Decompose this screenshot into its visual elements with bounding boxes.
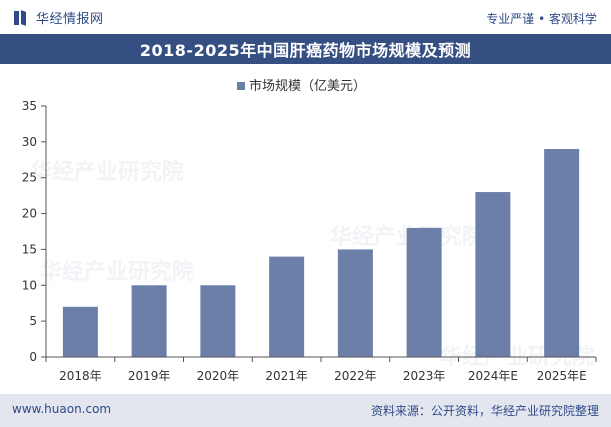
bar-2023年 [406, 227, 442, 357]
footer-url[interactable]: www.huaon.com [12, 402, 112, 416]
bar-2022年 [337, 249, 373, 357]
x-tick-label: 2025年E [537, 369, 587, 383]
chart-title: 2018-2025年中国肝癌药物市场规模及预测 [139, 41, 472, 60]
x-tick-label: 2024年E [468, 369, 518, 383]
bar-2024年E [475, 192, 511, 357]
bar-chart: 华经产业研究院华经产业研究院华经产业研究院华经产业研究院 市场规模（亿美元） 0… [22, 78, 597, 383]
y-tick-label: 0 [29, 350, 37, 364]
top-bar: 华经情报网 专业严谨 • 客观科学 [0, 0, 611, 34]
y-tick-label: 30 [22, 135, 37, 149]
y-tick-label: 10 [22, 278, 37, 292]
footer-source: 资料来源：公开资料，华经产业研究院整理 [370, 404, 599, 418]
y-tick-label: 5 [29, 314, 37, 328]
x-axis: 2018年 2019年 2020年 2021年 2022年 2023年 2024年E 2025… [45, 356, 597, 383]
bar-2025年E [544, 149, 580, 357]
x-tick-label: 2023年 [403, 369, 446, 383]
y-axis: 0 5 10 15 20 25 30 35 [22, 99, 47, 364]
x-tick-label: 2021年 [265, 369, 308, 383]
bar-2018年 [62, 306, 98, 357]
bar-2020年 [200, 285, 236, 357]
brand-name: 华经情报网 [36, 12, 104, 27]
bar-2019年 [131, 285, 167, 357]
watermark-2: 华经产业研究院 [40, 259, 194, 285]
legend: 市场规模（亿美元） [237, 78, 366, 94]
x-tick-label: 2020年 [197, 369, 240, 383]
logo-icon [14, 10, 28, 26]
legend-label: 市场规模（亿美元） [249, 78, 366, 94]
x-tick-label: 2019年 [128, 369, 171, 383]
footer: www.huaon.com 资料来源：公开资料，华经产业研究院整理 [0, 394, 611, 427]
x-tick-label: 2022年 [334, 369, 377, 383]
bars [62, 149, 580, 357]
chart-area: 华经产业研究院华经产业研究院华经产业研究院华经产业研究院 市场规模（亿美元） 0… [0, 64, 611, 394]
watermark-0: 华经产业研究院 [30, 159, 184, 185]
tagline: 专业严谨 • 客观科学 [486, 12, 597, 26]
y-tick-label: 35 [22, 99, 37, 113]
y-tick-label: 25 [22, 171, 37, 185]
legend-swatch [237, 82, 245, 90]
x-tick-label: 2018年 [59, 369, 102, 383]
bar-2021年 [269, 256, 305, 357]
title-band: 2018-2025年中国肝癌药物市场规模及预测 [0, 34, 611, 64]
y-tick-label: 15 [22, 242, 37, 256]
brand[interactable]: 华经情报网 [14, 8, 104, 27]
y-tick-label: 20 [22, 207, 37, 221]
